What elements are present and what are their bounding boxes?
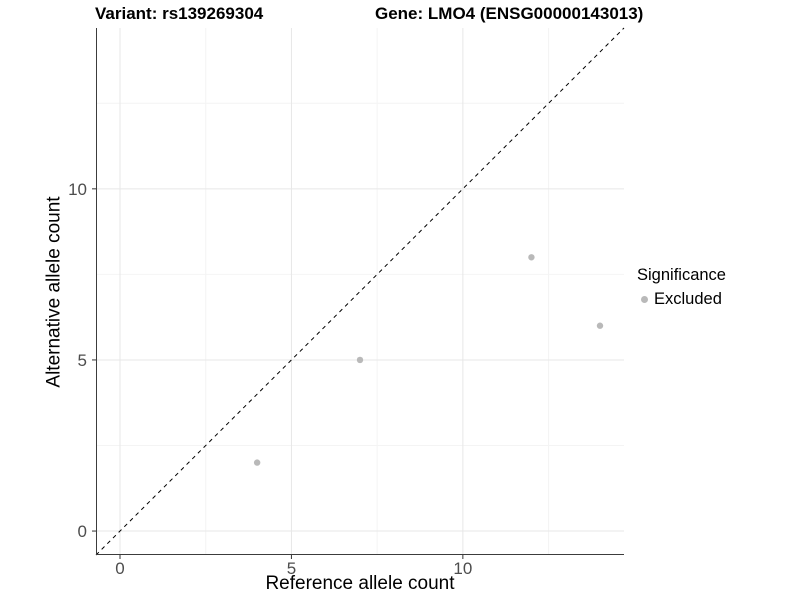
y-axis-title-wrap: Alternative allele count: [42, 28, 68, 555]
variant-title: Variant: rs139269304: [95, 4, 264, 23]
data-point: [356, 356, 364, 364]
data-point: [253, 459, 261, 466]
data-point: [528, 254, 535, 261]
x-tick-label: 5: [287, 559, 296, 578]
legend-title: Significance: [637, 266, 726, 284]
data-point: [596, 322, 604, 329]
y-axis-title: Alternative allele count: [44, 195, 66, 388]
plot-svg: 0 5 10 0 5 10: [68, 27, 625, 578]
identity-line: [95, 27, 625, 556]
y-tick-label: 0: [78, 522, 87, 541]
legend-item-label: Excluded: [654, 290, 722, 308]
gene-title: Gene: LMO4 (ENSG00000143013): [375, 4, 644, 23]
y-tick-label: 10: [68, 180, 87, 199]
x-tick-label: 10: [453, 559, 472, 578]
x-tick-label: 0: [115, 559, 124, 578]
plot-panel: 0 5 10 0 5 10: [68, 27, 625, 578]
x-axis-title: Reference allele count: [265, 573, 455, 594]
y-tick-label: 5: [78, 351, 87, 370]
excluded-point-icon: [641, 296, 648, 303]
legend-item-excluded: Excluded: [637, 290, 726, 309]
legend: Significance Excluded: [637, 266, 726, 309]
